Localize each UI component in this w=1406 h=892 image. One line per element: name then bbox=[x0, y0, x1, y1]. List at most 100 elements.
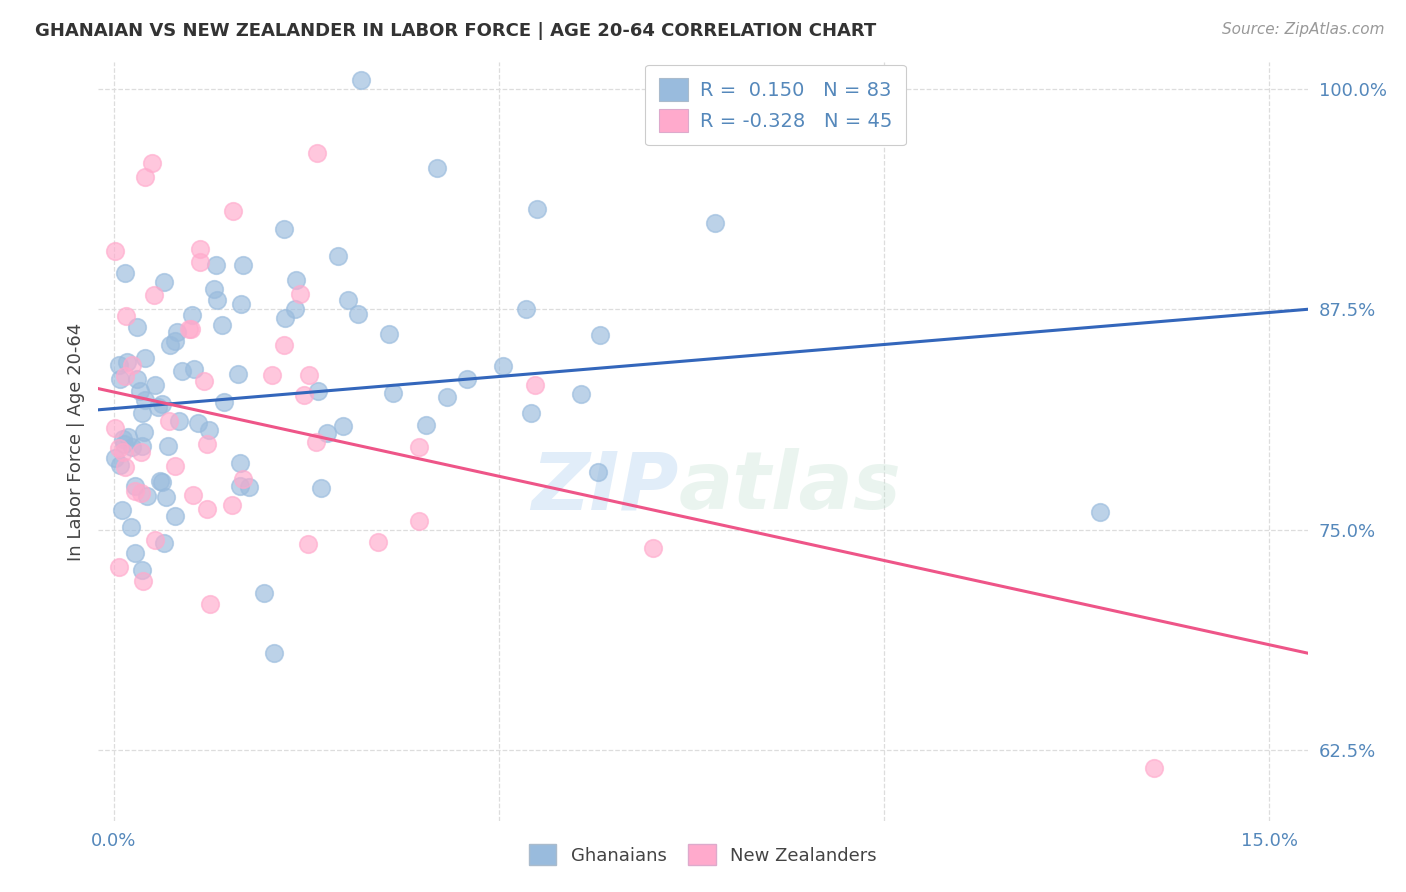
Point bbox=[524, 378, 547, 392]
Point bbox=[155, 490, 177, 504]
Point bbox=[284, 302, 307, 317]
Point bbox=[426, 161, 449, 176]
Point bbox=[205, 293, 228, 307]
Y-axis label: In Labor Force | Age 20-64: In Labor Force | Age 20-64 bbox=[66, 322, 84, 561]
Point bbox=[204, 258, 226, 272]
Point bbox=[104, 450, 127, 465]
Point bbox=[643, 541, 665, 556]
Point bbox=[297, 537, 319, 551]
Point bbox=[127, 372, 149, 386]
Point bbox=[131, 439, 153, 453]
Point bbox=[415, 417, 437, 432]
Point bbox=[135, 489, 157, 503]
Point bbox=[408, 515, 430, 529]
Point bbox=[115, 355, 138, 369]
Point bbox=[188, 242, 211, 256]
Point bbox=[131, 563, 153, 577]
Point bbox=[112, 432, 135, 446]
Point bbox=[229, 479, 252, 493]
Point bbox=[134, 392, 156, 407]
Point bbox=[350, 73, 373, 87]
Point bbox=[586, 465, 609, 479]
Point bbox=[134, 169, 156, 184]
Point bbox=[263, 647, 285, 661]
Point bbox=[298, 368, 321, 383]
Point bbox=[110, 458, 132, 472]
Point bbox=[232, 259, 254, 273]
Point bbox=[1088, 505, 1111, 519]
Point bbox=[124, 546, 146, 560]
Point bbox=[129, 444, 152, 458]
Point bbox=[114, 369, 136, 384]
Point bbox=[273, 337, 295, 351]
Point bbox=[703, 215, 725, 229]
Point bbox=[569, 387, 592, 401]
Point bbox=[114, 309, 136, 323]
Point bbox=[294, 388, 316, 402]
Point bbox=[304, 435, 326, 450]
Point bbox=[408, 440, 430, 454]
Text: ZIP: ZIP bbox=[531, 448, 679, 526]
Point bbox=[515, 301, 537, 316]
Point bbox=[163, 508, 186, 523]
Point bbox=[222, 204, 245, 219]
Point bbox=[212, 395, 235, 409]
Point bbox=[456, 372, 478, 386]
Point bbox=[238, 480, 260, 494]
Point bbox=[378, 326, 401, 341]
Point bbox=[253, 586, 276, 600]
Point bbox=[183, 362, 205, 376]
Point bbox=[288, 287, 311, 301]
Point bbox=[526, 202, 548, 216]
Point bbox=[127, 319, 149, 334]
Point bbox=[121, 440, 143, 454]
Point bbox=[148, 474, 170, 488]
Point bbox=[104, 244, 127, 259]
Point bbox=[588, 327, 610, 342]
Point bbox=[316, 425, 339, 440]
Point bbox=[107, 560, 129, 574]
Text: GHANAIAN VS NEW ZEALANDER IN LABOR FORCE | AGE 20-64 CORRELATION CHART: GHANAIAN VS NEW ZEALANDER IN LABOR FORCE… bbox=[35, 22, 876, 40]
Point bbox=[117, 430, 139, 444]
Point bbox=[165, 334, 187, 349]
Point bbox=[1142, 761, 1164, 775]
Point bbox=[103, 421, 125, 435]
Point bbox=[232, 471, 254, 485]
Point bbox=[107, 359, 129, 373]
Point bbox=[520, 406, 543, 420]
Point bbox=[328, 249, 350, 263]
Point bbox=[153, 536, 176, 550]
Legend: Ghanaians, New Zealanders: Ghanaians, New Zealanders bbox=[522, 837, 884, 872]
Point bbox=[153, 275, 176, 289]
Point bbox=[177, 322, 200, 336]
Point bbox=[108, 442, 131, 456]
Point bbox=[157, 414, 180, 428]
Point bbox=[221, 499, 243, 513]
Point bbox=[131, 486, 153, 500]
Point bbox=[141, 156, 163, 170]
Point bbox=[195, 437, 218, 451]
Point bbox=[367, 535, 389, 549]
Point bbox=[142, 288, 165, 302]
Text: Source: ZipAtlas.com: Source: ZipAtlas.com bbox=[1222, 22, 1385, 37]
Point bbox=[132, 425, 155, 440]
Point bbox=[307, 384, 329, 398]
Point bbox=[337, 293, 360, 307]
Point bbox=[124, 483, 146, 498]
Point bbox=[112, 445, 135, 459]
Point bbox=[181, 488, 204, 502]
Point bbox=[134, 351, 156, 366]
Legend: R =  0.150   N = 83, R = -0.328   N = 45: R = 0.150 N = 83, R = -0.328 N = 45 bbox=[645, 64, 905, 145]
Text: atlas: atlas bbox=[679, 448, 901, 526]
Point bbox=[150, 475, 173, 490]
Point bbox=[492, 359, 515, 373]
Point bbox=[146, 400, 169, 414]
Point bbox=[150, 397, 173, 411]
Point bbox=[170, 364, 193, 378]
Point bbox=[143, 378, 166, 392]
Point bbox=[231, 297, 253, 311]
Point bbox=[180, 322, 202, 336]
Point bbox=[114, 459, 136, 474]
Point bbox=[211, 318, 233, 333]
Point bbox=[198, 597, 221, 611]
